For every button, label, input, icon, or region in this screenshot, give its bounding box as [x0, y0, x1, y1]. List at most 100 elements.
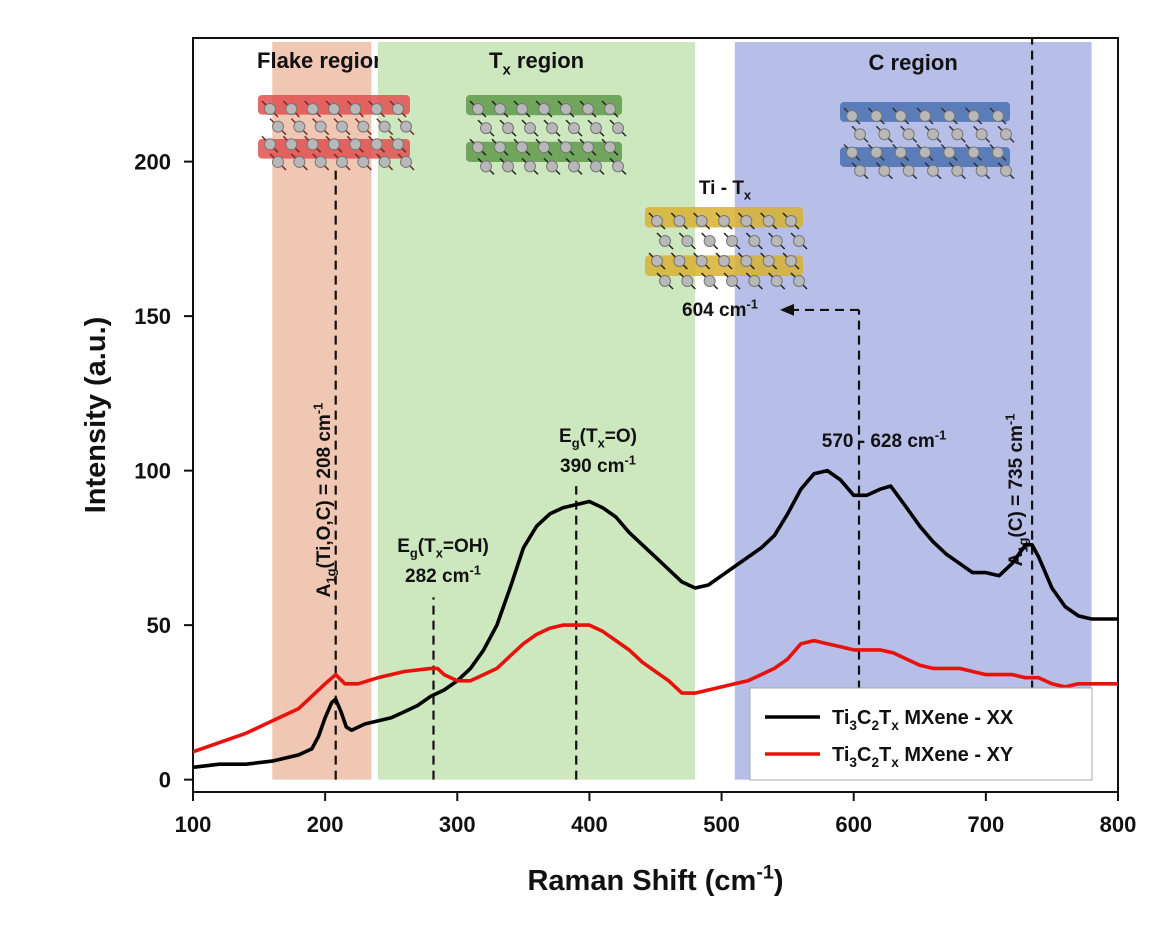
subscript: 3	[849, 718, 857, 733]
atom	[546, 160, 558, 173]
atom	[703, 275, 716, 287]
text-run: T	[879, 744, 891, 766]
supscript: -1	[469, 562, 480, 577]
atom	[472, 141, 484, 154]
legend-box	[749, 687, 1093, 781]
label: Intensity (a.u.)	[80, 317, 112, 514]
label: Ti3C2Tx MXene - XY	[832, 744, 1014, 770]
atom	[793, 235, 805, 247]
atom	[400, 120, 412, 133]
text-run: T	[489, 48, 503, 73]
atom	[975, 164, 988, 177]
atom	[472, 103, 484, 115]
text-run: Ti	[832, 707, 849, 729]
y-tick-label: 150	[134, 304, 171, 329]
atom	[400, 155, 412, 168]
atom	[894, 146, 907, 159]
text-run: MXene - XY	[899, 744, 1014, 766]
text-run: A	[314, 583, 335, 597]
atom	[336, 120, 348, 133]
label: C region	[869, 50, 958, 75]
atom	[285, 138, 298, 151]
atom	[726, 275, 738, 287]
atom	[927, 164, 939, 177]
atom	[378, 155, 391, 168]
atom	[846, 146, 858, 159]
subscript: x	[891, 718, 899, 733]
atom	[524, 160, 536, 173]
atom	[919, 146, 931, 159]
atom	[681, 275, 694, 287]
atom	[612, 160, 624, 173]
label: Eg(Tx=OH)	[397, 536, 489, 561]
label: Ti - Tx	[699, 178, 752, 203]
atom	[293, 155, 306, 168]
atom	[651, 255, 663, 267]
text-run: 604 cm	[682, 300, 746, 321]
atom	[870, 146, 883, 159]
atom	[659, 235, 671, 247]
label: Flake region	[257, 48, 387, 73]
atom	[538, 103, 550, 115]
atom	[770, 235, 783, 247]
atom	[943, 110, 956, 122]
atom	[378, 120, 391, 133]
text-run: )	[774, 865, 784, 897]
text-run: =O)	[605, 426, 637, 447]
atom	[480, 122, 492, 135]
label: Raman Shift (cm-1)	[527, 861, 783, 897]
atom	[538, 141, 550, 154]
text-run: C region	[869, 50, 958, 75]
atom	[673, 255, 686, 267]
text-run: E	[397, 536, 410, 557]
atom	[854, 164, 866, 177]
atom	[695, 215, 708, 227]
atom	[480, 160, 492, 173]
x-tick-label: 400	[571, 812, 608, 837]
text-run: (T	[580, 426, 598, 447]
subscript: 2	[871, 755, 879, 770]
atom	[951, 164, 964, 177]
supscript: -1	[310, 403, 325, 414]
atom	[740, 255, 753, 267]
atom	[502, 160, 514, 173]
text-run: MXene - XX	[899, 707, 1014, 729]
x-tick-label: 100	[175, 812, 212, 837]
atom	[494, 141, 506, 154]
supscript: -1	[756, 861, 774, 883]
supscript: -1	[746, 296, 757, 311]
atom	[560, 103, 572, 115]
text-run: C	[857, 707, 871, 729]
atom	[793, 275, 805, 287]
text-run: region	[511, 48, 584, 73]
supscript: -1	[624, 452, 635, 467]
atom	[582, 141, 594, 154]
atom	[582, 103, 594, 115]
atom	[272, 155, 284, 168]
text-run: (T	[418, 536, 436, 557]
atom	[546, 122, 558, 135]
label: 282 cm-1	[405, 562, 481, 587]
subscript: g	[572, 436, 580, 451]
label: 570 - 628 cm-1	[822, 427, 947, 452]
atom	[314, 120, 327, 133]
label: Tx region	[489, 48, 584, 79]
atom	[878, 128, 891, 141]
atom	[748, 275, 761, 287]
label: 604 cm-1	[682, 296, 758, 321]
structure-illustration	[645, 207, 808, 290]
y-tick-label: 50	[147, 613, 171, 638]
atom	[357, 120, 370, 133]
atom	[992, 110, 1004, 122]
atom	[878, 164, 891, 177]
text-run: 282 cm	[405, 566, 469, 587]
atom	[695, 255, 708, 267]
subscript: x	[744, 188, 752, 203]
atom	[770, 275, 783, 287]
atom	[264, 138, 276, 151]
atom	[992, 146, 1004, 159]
structure-illustration	[466, 95, 627, 175]
atom	[604, 103, 616, 115]
supscript: -1	[1002, 414, 1017, 425]
